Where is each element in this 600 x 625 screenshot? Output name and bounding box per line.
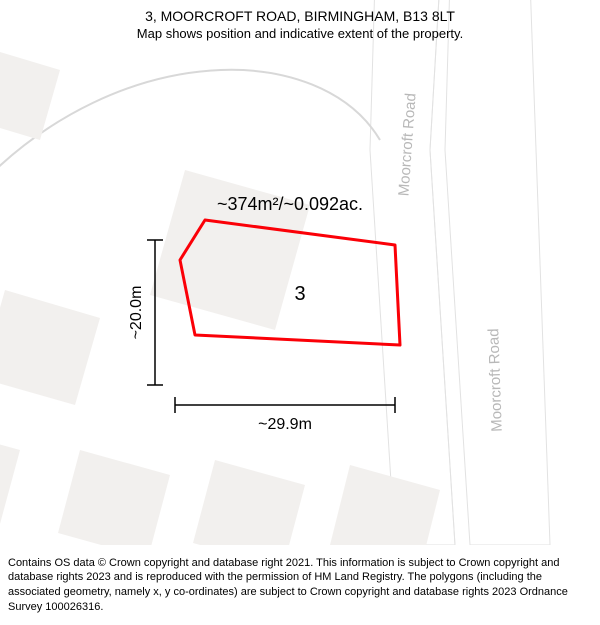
width-label: ~29.9m (258, 416, 312, 433)
map-canvas: Moorcroft RoadMoorcroft Road3~374m²/~0.0… (0, 0, 600, 545)
area-label: ~374m²/~0.092ac. (217, 194, 363, 214)
page-subtitle: Map shows position and indicative extent… (10, 26, 590, 41)
header: 3, MOORCROFT ROAD, BIRMINGHAM, B13 8LT M… (0, 0, 600, 45)
height-label: ~20.0m (128, 286, 145, 340)
road-label-2: Moorcroft Road (485, 328, 506, 432)
copyright-footer: Contains OS data © Crown copyright and d… (0, 550, 600, 625)
plot-number: 3 (294, 283, 305, 305)
page-title: 3, MOORCROFT ROAD, BIRMINGHAM, B13 8LT (10, 8, 590, 24)
